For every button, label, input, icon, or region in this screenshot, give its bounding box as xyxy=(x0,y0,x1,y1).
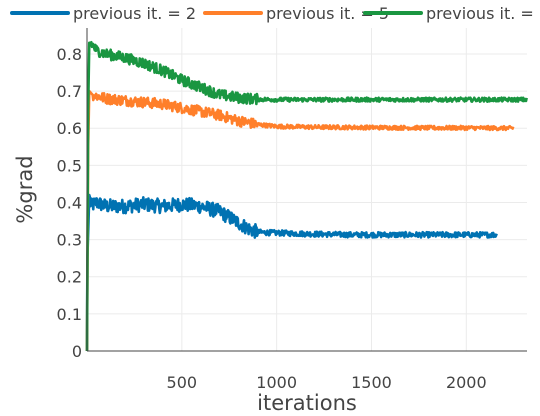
y-tick-label: 0.3 xyxy=(57,231,82,250)
y-tick-label: 0.1 xyxy=(57,305,82,324)
y-tick-label: 0 xyxy=(72,342,82,361)
grid xyxy=(87,28,527,352)
y-tick-label: 0.5 xyxy=(57,156,82,175)
series-line-3 xyxy=(85,40,528,352)
x-tick-label: 1500 xyxy=(351,373,392,392)
tick-labels: 0 0.1 0.2 0.3 0.4 0.5 0.6 0.7 0.8 500 1000 1500 2000 xyxy=(57,45,487,392)
legend-label: previous it. = 2 xyxy=(73,4,196,23)
x-tick-label: 2000 xyxy=(446,373,487,392)
y-tick-label: 0.4 xyxy=(57,193,82,212)
series-line-1 xyxy=(85,193,498,352)
y-tick-label: 0.7 xyxy=(57,82,82,101)
y-tick-label: 0.2 xyxy=(57,268,82,287)
legend-label: previous it. = 10 xyxy=(426,4,540,23)
y-tick-label: 0.8 xyxy=(57,45,82,64)
y-tick-label: 0.6 xyxy=(57,119,82,138)
series-line-2 xyxy=(85,89,515,352)
y-axis-title: %grad xyxy=(13,155,37,223)
legend: previous it. = 2 previous it. = 5 previous… xyxy=(10,4,540,23)
legend-label: previous it. = 5 xyxy=(266,4,389,23)
x-tick-label: 1000 xyxy=(256,373,297,392)
x-axis-title: iterations xyxy=(257,391,357,415)
series-lines xyxy=(85,40,528,352)
x-tick-label: 500 xyxy=(167,373,198,392)
